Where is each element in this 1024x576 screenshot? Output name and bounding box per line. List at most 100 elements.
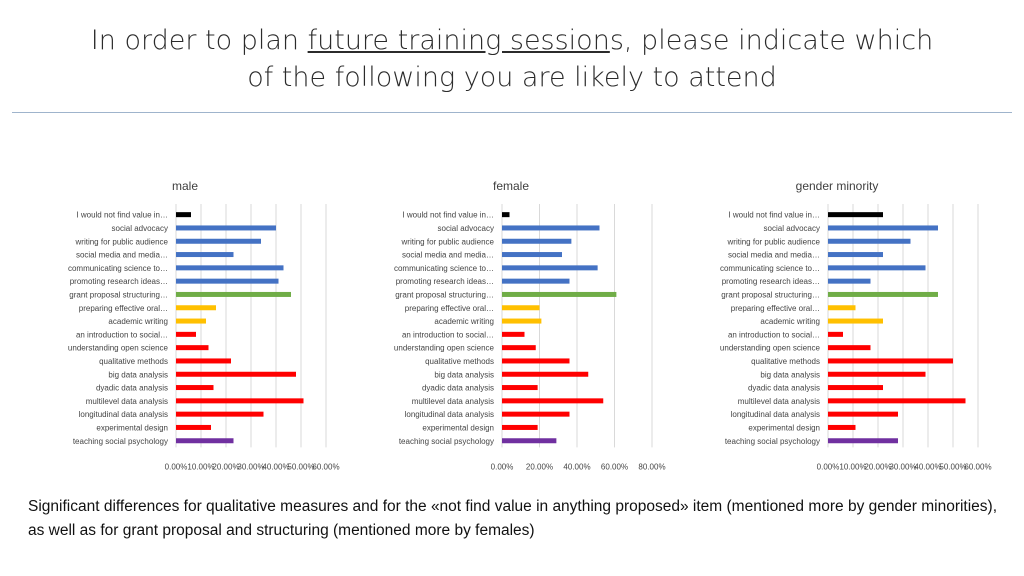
bar <box>828 252 883 258</box>
x-tick-label: 40.00% <box>563 462 590 470</box>
category-label: longitudinal data analysis <box>405 410 494 419</box>
category-label: I would not find value in… <box>728 211 820 220</box>
bar <box>502 212 510 218</box>
bar <box>176 212 191 218</box>
bar <box>828 238 911 244</box>
category-label: an introduction to social… <box>728 330 820 339</box>
bar <box>176 424 211 430</box>
x-tick-label: 10.00% <box>839 462 866 470</box>
x-tick-label: 60.00% <box>601 462 628 470</box>
bar <box>176 438 234 444</box>
category-label: communicating science to… <box>394 264 494 273</box>
category-label: academic writing <box>108 317 168 326</box>
bar <box>502 252 562 258</box>
category-label: I would not find value in… <box>76 211 168 220</box>
category-label: understanding open science <box>720 344 821 353</box>
bar <box>502 398 604 404</box>
category-label: multilevel data analysis <box>412 397 494 406</box>
category-label: preparing effective oral… <box>79 304 168 313</box>
chart-female: female 0.00% 20.00% 40.00% 60.00% 80.00% I wou… <box>346 170 676 470</box>
x-tick-label: 50.00% <box>939 462 966 470</box>
category-label: qualitative methods <box>751 357 820 366</box>
category-label: big data analysis <box>760 370 820 379</box>
x-tick-label: 40.00% <box>914 462 941 470</box>
x-tick-label: 80.00% <box>638 462 665 470</box>
chart-female-svg: female 0.00% 20.00% 40.00% 60.00% 80.00% I wou… <box>394 179 666 470</box>
bar <box>502 411 570 417</box>
x-tick-label: 20.00% <box>526 462 553 470</box>
chart-gender-minority-title: gender minority <box>796 179 879 193</box>
bar <box>502 278 570 284</box>
chart-gender-minority-svg: gender minority 0.00% 10.00%20.00%30.00%40… <box>720 179 992 470</box>
chart-male-svg: male 0.00% 10.00%20.00%30.00%40.00%50.00%6… <box>68 179 340 470</box>
category-label: experimental design <box>422 423 494 432</box>
bar <box>502 345 536 351</box>
bar <box>176 278 279 284</box>
category-label: social media and media… <box>402 251 494 260</box>
category-label: social media and media… <box>76 251 168 260</box>
bar <box>828 385 883 391</box>
bar <box>502 318 542 324</box>
category-label: understanding open science <box>394 344 495 353</box>
chart-male-title: male <box>172 179 198 193</box>
category-label: grant proposal structuring… <box>69 290 168 299</box>
bar <box>828 305 856 311</box>
bar <box>828 424 856 430</box>
category-label: teaching social psychology <box>725 437 820 446</box>
bar <box>828 265 926 271</box>
x-tick-label: 0.00% <box>817 462 840 470</box>
title-line2: of the following you are likely to atten… <box>247 62 777 93</box>
bar <box>828 318 883 324</box>
category-label: teaching social psychology <box>399 437 494 446</box>
bar <box>502 238 572 244</box>
category-label: experimental design <box>96 423 168 432</box>
category-label: dyadic data analysis <box>422 384 494 393</box>
bar <box>176 385 214 391</box>
category-label: communicating science to… <box>720 264 820 273</box>
category-label: academic writing <box>434 317 494 326</box>
category-label: academic writing <box>760 317 820 326</box>
bar <box>502 265 598 271</box>
category-label: dyadic data analysis <box>748 384 820 393</box>
bar <box>176 358 231 364</box>
title-line1-post: s, please indicate which <box>609 25 934 56</box>
category-label: grant proposal structuring… <box>721 290 820 299</box>
bar <box>502 438 557 444</box>
page-title: In order to plan future training session… <box>0 22 1024 96</box>
bar <box>502 331 525 337</box>
category-label: understanding open science <box>68 344 169 353</box>
bar <box>502 291 617 297</box>
bar <box>176 305 216 311</box>
category-label: longitudinal data analysis <box>731 410 820 419</box>
x-tick-label: 40.00% <box>262 462 289 470</box>
bar <box>828 371 926 377</box>
x-tick-label: 30.00% <box>237 462 264 470</box>
category-label: longitudinal data analysis <box>79 410 168 419</box>
category-label: big data analysis <box>434 370 494 379</box>
category-label: qualitative methods <box>425 357 494 366</box>
x-tick-label: 20.00% <box>212 462 239 470</box>
bar <box>176 345 209 351</box>
category-label: grant proposal structuring… <box>395 290 494 299</box>
category-label: multilevel data analysis <box>738 397 820 406</box>
title-divider <box>12 112 1012 113</box>
category-label: social advocacy <box>438 224 494 233</box>
category-label: preparing effective oral… <box>731 304 820 313</box>
category-label: promoting research ideas… <box>396 277 494 286</box>
category-label: multilevel data analysis <box>86 397 168 406</box>
bar <box>828 291 938 297</box>
bar <box>176 265 284 271</box>
x-tick-label: 10.00% <box>187 462 214 470</box>
bar <box>502 225 600 231</box>
bar <box>828 225 938 231</box>
bar <box>502 385 538 391</box>
chart-male: male 0.00% 10.00% 20.00% 30.00% 40.00% 50.00% 6… <box>20 170 350 470</box>
bar <box>502 305 540 311</box>
bar <box>502 371 589 377</box>
x-tick-label: 0.00% <box>491 462 514 470</box>
x-tick-label: 50.00% <box>287 462 314 470</box>
bar <box>176 331 196 337</box>
title-line1-pre: In order to plan <box>90 25 308 56</box>
category-label: experimental design <box>748 423 820 432</box>
x-tick-label: 20.00% <box>864 462 891 470</box>
